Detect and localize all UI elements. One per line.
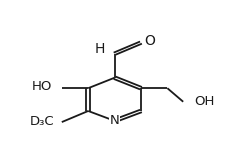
Text: D₃C: D₃C	[29, 115, 54, 128]
Text: HO: HO	[32, 80, 52, 93]
Text: H: H	[94, 42, 105, 56]
Text: N: N	[110, 114, 119, 127]
Text: OH: OH	[194, 95, 215, 108]
Text: O: O	[144, 34, 155, 48]
